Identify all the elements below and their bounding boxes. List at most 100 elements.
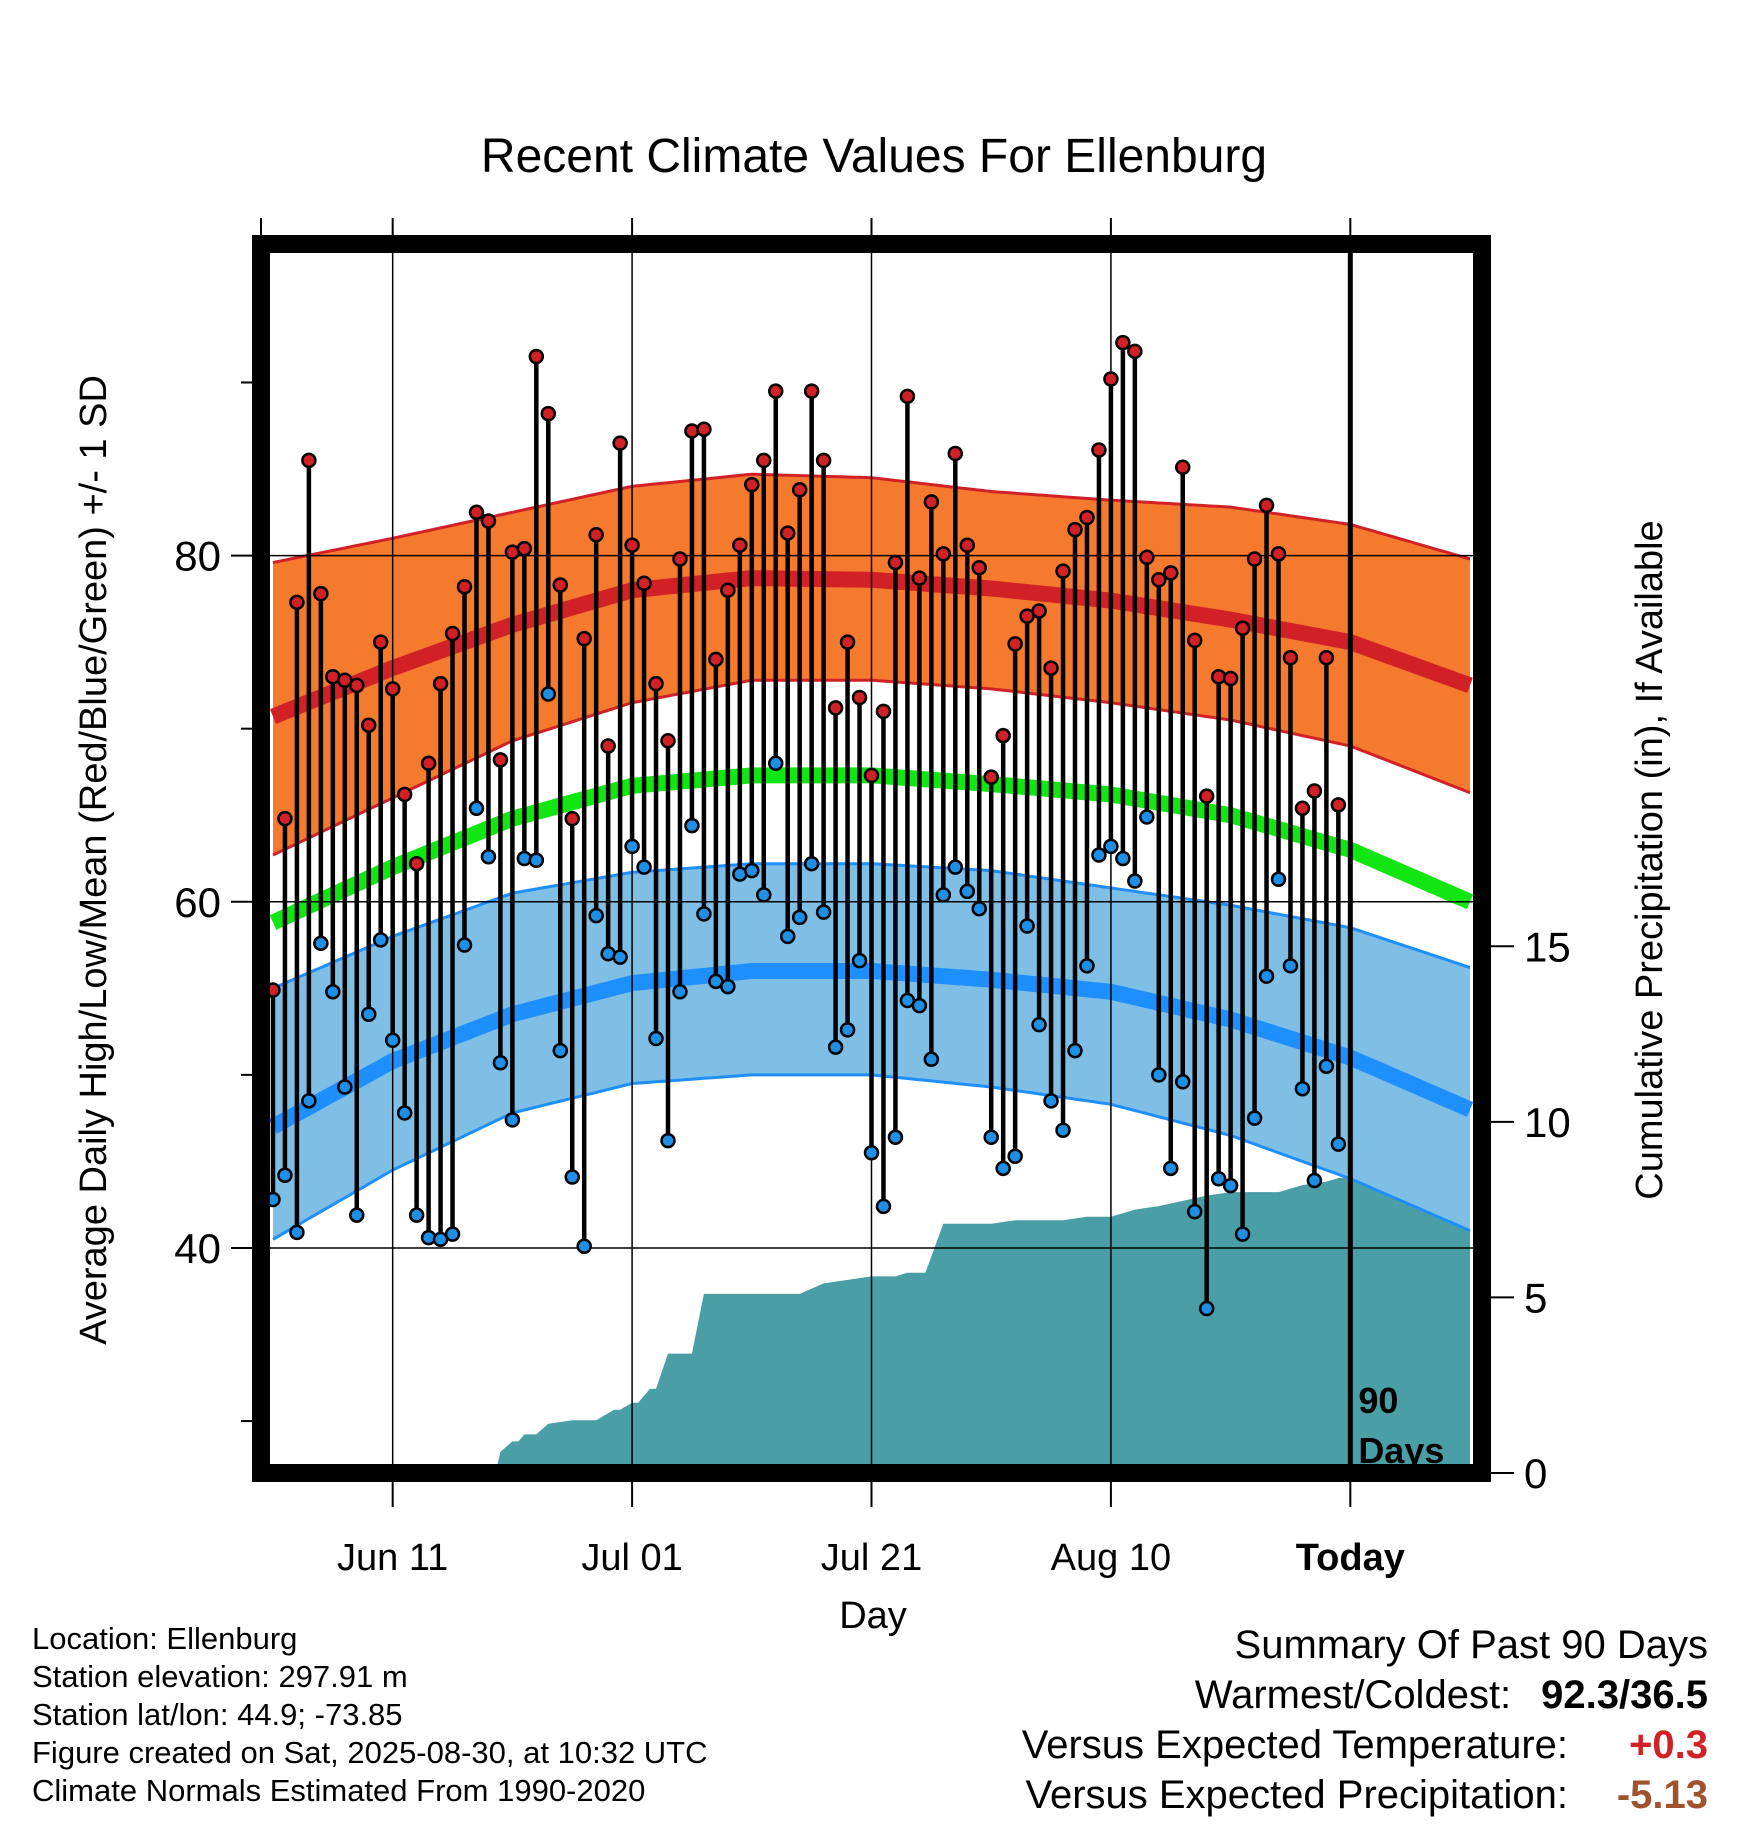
daily-low-point [1055,1122,1071,1139]
figure-created: Figure created on Sat, 2025-08-30, at 10… [32,1735,708,1770]
daily-low-point [325,984,341,1000]
daily-high-point [516,540,533,557]
x-tick-label: Today [1296,1537,1405,1579]
daily-high-point [396,786,413,803]
daily-low-point [1234,1226,1251,1242]
daily-high-point [995,727,1011,744]
daily-low-point [1222,1177,1239,1194]
daily-low-point [1043,1093,1059,1109]
daily-high-point [1234,620,1251,637]
daily-low-point [947,859,964,875]
daily-high-point [756,452,772,469]
daily-low-point [564,1169,580,1185]
y2-tick-label: 10 [1524,1099,1571,1146]
daily-low-point [504,1112,521,1128]
daily-high-point [959,537,976,553]
daily-high-point [1091,442,1107,458]
daily-high-point [1103,371,1119,387]
daily-low-point [277,1167,293,1184]
station-location: Location: Ellenburg [32,1621,298,1656]
daily-high-point [827,700,844,716]
daily-low-point [396,1105,413,1121]
temp-departure-value: +0.3 [1629,1723,1708,1767]
daily-low-point [660,1132,676,1149]
daily-high-point [971,559,987,576]
x-tick-label: Aug 10 [1051,1537,1171,1579]
today-marker-label: 90 [1358,1380,1398,1421]
station-info: Location: Ellenburg Station elevation: 2… [32,1620,708,1810]
daily-low-point [360,1006,377,1023]
daily-low-point [624,838,640,855]
daily-low-point [528,852,545,868]
daily-low-point [767,755,784,772]
daily-low-point [684,817,700,834]
summary-panel: Summary Of Past 90 Days Warmest/Coldest:… [1022,1620,1708,1820]
daily-low-point [839,1022,856,1038]
daily-low-point [1103,838,1119,855]
daily-low-point [863,1145,880,1161]
daily-high-point [1007,636,1023,652]
daily-low-point [337,1079,353,1095]
y2-axis-label: Cumulative Precipitation (in), If Availa… [1629,520,1671,1199]
daily-high-point [1031,603,1047,619]
daily-high-point [444,625,461,642]
daily-high-point [1115,334,1131,351]
daily-high-point [1318,649,1335,666]
y2-tick-label: 5 [1524,1274,1547,1321]
daily-high-point [1306,783,1323,799]
daily-high-point [887,554,904,571]
daily-low-point [444,1226,461,1242]
daily-high-point [1258,497,1275,514]
daily-low-point [372,932,389,948]
daily-low-point [1174,1074,1191,1090]
y-tick-label: 40 [174,1225,221,1272]
daily-low-point [851,952,868,969]
daily-high-point [1174,459,1191,476]
daily-high-point [947,445,964,462]
daily-high-point [552,577,569,593]
daily-low-point [875,1198,892,1215]
daily-low-point [1007,1148,1023,1164]
daily-high-point [732,537,748,553]
daily-high-point [923,494,940,510]
daily-low-point [1019,918,1035,934]
daily-high-point [360,717,377,733]
daily-high-point [720,582,736,598]
daily-high-point [480,513,497,529]
daily-low-point [1186,1203,1203,1220]
daily-low-point [612,949,628,965]
daily-high-point [911,570,928,586]
daily-high-point [468,504,485,521]
daily-high-point [1198,788,1215,804]
daily-high-point [624,537,640,553]
daily-high-point [708,651,724,668]
daily-high-point [1139,549,1155,566]
daily-high-point [636,575,652,592]
daily-low-point [720,978,736,995]
daily-high-point [935,546,952,562]
plot-frame [252,235,1491,1482]
daily-high-point [791,482,808,498]
daily-low-point [995,1160,1011,1177]
daily-low-point [791,909,808,926]
daily-high-point [1330,797,1347,813]
daily-low-point [1318,1058,1335,1074]
daily-high-point [851,689,868,706]
daily-low-point [1282,958,1299,974]
daily-low-point [636,859,652,875]
daily-high-point [1294,800,1311,817]
daily-low-point [1270,871,1287,888]
daily-high-point [301,452,317,469]
y2-tick-label: 15 [1524,923,1571,970]
daily-high-point [384,681,401,697]
daily-low-point [289,1224,305,1241]
daily-low-point [1198,1300,1215,1317]
daily-low-point [1163,1160,1179,1177]
daily-high-point [1151,572,1167,588]
daily-high-point [349,677,365,694]
daily-low-point [971,900,987,917]
daily-low-point [803,855,820,872]
daily-high-point [432,675,449,692]
daily-low-point [313,935,329,952]
